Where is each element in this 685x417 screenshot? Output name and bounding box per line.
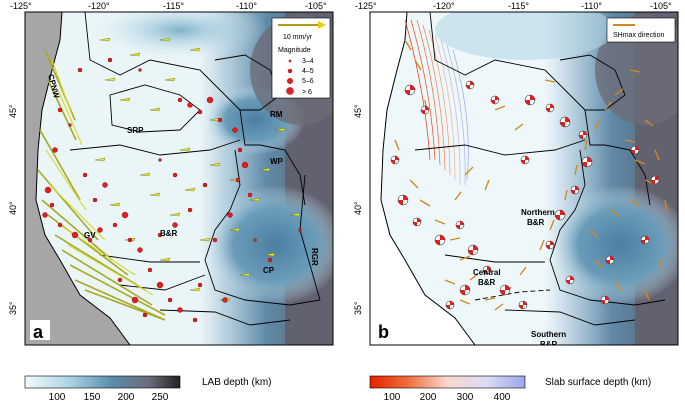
panel-a-letter: a (33, 322, 44, 342)
colorbar-tick: 100 (383, 392, 401, 403)
panel-b-focal-mechanisms (390, 80, 660, 310)
lon-tick: -120° (433, 1, 455, 11)
lon-tick: -115° (508, 1, 529, 11)
colorbar-tick: 150 (83, 392, 101, 403)
label-rgr: RGR (310, 248, 319, 266)
label-southern-br: Southern (531, 330, 566, 339)
lon-tick: -120° (88, 1, 110, 11)
panel-b-lon-ticks: -125° -120° -115° -110° -105° (355, 1, 672, 11)
panel-a-province-boundaries (69, 12, 321, 326)
label-cp: CP (263, 266, 275, 275)
panel-a-earthquakes (42, 57, 302, 323)
colorbar-tick: 250 (151, 392, 169, 403)
panel-a-legend: 10 mm/yr Magnitude 3–4 4–5 5–6 > 6 (271, 17, 331, 99)
panel-a-frame (24, 11, 334, 346)
lat-tick: 40° (353, 201, 363, 215)
lat-tick: 40° (8, 201, 18, 215)
panel-b-province-boundaries (414, 12, 666, 326)
panel-a: CPNW SRP RM WP GV B&R RGR CP -125° -120°… (0, 0, 340, 412)
colorbar-tick: 200 (117, 392, 135, 403)
panel-a-lon-ticks: -125° -120° -115° -110° -105° (10, 1, 327, 11)
panel-b-letter-box (375, 320, 395, 340)
lon-tick: -110° (581, 1, 602, 11)
panel-b-map-svg: Northern B&R Central B&R Southern B&R -1… (353, 1, 679, 389)
mag-label: 3–4 (302, 58, 314, 65)
lat-tick: 45° (353, 104, 363, 118)
panel-b-shmax-bars (394, 39, 668, 311)
mag-4-5-marker (287, 68, 293, 74)
magnitude-title: Magnitude (278, 47, 311, 54)
panel-b-colorbar-title: Slab surface depth (km) (545, 377, 652, 388)
lon-tick: -110° (236, 1, 257, 11)
lat-tick: 35° (353, 301, 363, 315)
label-srp: SRP (127, 126, 144, 135)
panel-b-colorbar (369, 375, 526, 389)
label-northern-br-2: B&R (527, 218, 545, 227)
label-rm: RM (270, 110, 283, 119)
colorbar-tick: 100 (48, 392, 66, 403)
panel-b-lat-ticks: 45° 40° 35° (353, 104, 363, 315)
panel-b-legend: SHmax direction (606, 17, 676, 43)
label-wp: WP (270, 157, 284, 166)
lon-tick: -115° (163, 1, 184, 11)
lon-tick: -105° (305, 1, 327, 11)
panel-b-frame (369, 11, 679, 346)
label-central-br-2: B&R (478, 278, 496, 287)
label-central-br: Central (473, 268, 501, 277)
label-gv: GV (84, 231, 96, 240)
velocity-scale-label: 10 mm/yr (283, 34, 313, 41)
colorbar-tick: 200 (419, 392, 437, 403)
mag-label: > 6 (302, 89, 312, 96)
lat-tick: 35° (8, 301, 18, 315)
mag-label: 5–6 (302, 78, 314, 85)
arrowhead-icon (318, 21, 326, 29)
panel-a-colorbar (24, 375, 181, 389)
mag-label: 4–5 (302, 68, 314, 75)
panel-a-map-svg: CPNW SRP RM WP GV B&R RGR CP -125° -120°… (8, 1, 334, 389)
mag-5-6-marker (287, 78, 293, 84)
mag-gt6-marker (286, 87, 294, 95)
panel-a-colorbar-title: LAB depth (km) (202, 377, 272, 388)
colorbar-tick: 300 (456, 392, 474, 403)
panel-a-letter-box (30, 320, 50, 340)
panel-b: Northern B&R Central B&R Southern B&R -1… (345, 0, 685, 412)
panel-b-letter: b (378, 322, 389, 342)
lon-tick: -125° (10, 1, 32, 11)
label-northern-br: Northern (521, 208, 555, 217)
lat-tick: 45° (8, 104, 18, 118)
lon-tick: -125° (355, 1, 377, 11)
label-southern-br-2: B&R (540, 340, 558, 349)
lon-tick: -105° (650, 1, 672, 11)
shmax-legend-label: SHmax direction (613, 32, 664, 39)
colorbar-tick: 400 (493, 392, 511, 403)
panel-a-small-arrows (94, 37, 301, 302)
panel-b-map-area: Northern B&R Central B&R Southern B&R (370, 12, 678, 349)
label-br: B&R (160, 229, 178, 238)
mag-3-4-marker (288, 59, 292, 63)
panel-a-lat-ticks: 45° 40° 35° (8, 104, 18, 315)
